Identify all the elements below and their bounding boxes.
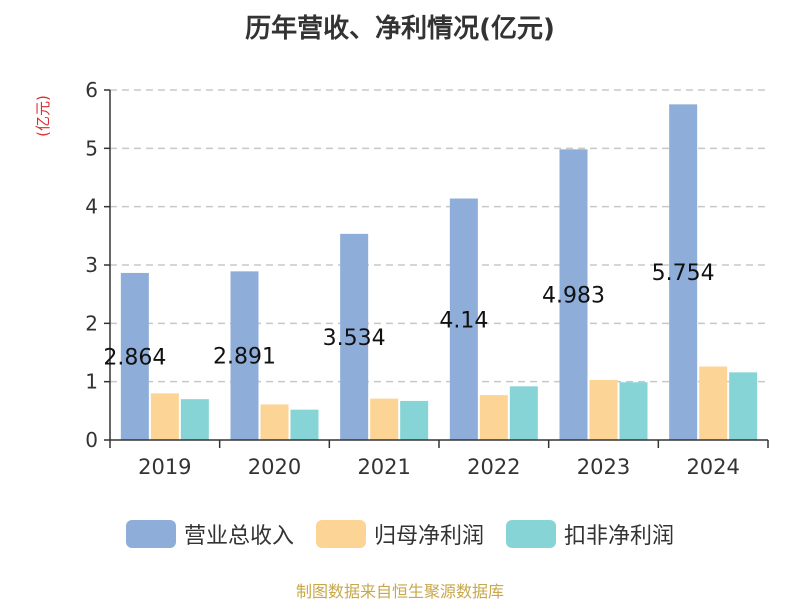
data-label: 3.534 — [323, 326, 386, 351]
y-tick-label: 0 — [85, 428, 98, 452]
bar-2-2021 — [400, 400, 429, 440]
legend-item[interactable]: 扣非净利润 — [506, 518, 674, 550]
bar-marks — [120, 104, 758, 440]
data-label: 5.754 — [652, 261, 715, 286]
grid-lines — [110, 89, 768, 383]
bar-0-2022 — [449, 198, 478, 440]
bar-0-2020 — [230, 271, 259, 440]
y-tick-label: 6 — [85, 78, 98, 102]
legend-swatch — [506, 520, 556, 548]
source-note: 制图数据来自恒生聚源数据库 — [295, 582, 504, 601]
data-label: 2.864 — [103, 345, 166, 370]
bar-2-2019 — [180, 399, 209, 440]
x-tick-label: 2023 — [577, 455, 630, 479]
legend-label: 扣非净利润 — [564, 524, 675, 549]
y-tick-label: 5 — [85, 136, 98, 160]
bar-2-2024 — [729, 372, 758, 440]
x-tick-label: 2024 — [686, 455, 739, 479]
bar-1-2024 — [699, 366, 728, 440]
bar-2-2020 — [290, 409, 319, 440]
chart-title: 历年营收、净利情况(亿元) — [245, 14, 555, 44]
bar-2-2023 — [619, 382, 648, 440]
x-tick-label: 2021 — [357, 455, 410, 479]
legend-item[interactable]: 营业总收入 — [125, 518, 294, 550]
legend-swatch — [125, 520, 176, 548]
y-tick-label: 4 — [85, 195, 98, 219]
axes: 0 1 2 3 4 5 6 2019 2020 2021 2022 2023 2024 — [85, 78, 769, 479]
bar-1-2023 — [589, 379, 618, 440]
data-label: 2.891 — [213, 345, 276, 370]
bar-2-2022 — [509, 386, 538, 440]
data-labels: 2.864 2.891 3.534 4.14 4.983 5.754 — [103, 261, 714, 370]
y-tick-label: 1 — [85, 370, 98, 394]
y-tick-label: 3 — [85, 253, 98, 277]
bar-1-2021 — [370, 398, 399, 440]
y-tick-label: 2 — [85, 311, 98, 335]
x-tick-label: 2022 — [467, 455, 520, 479]
legend-label: 营业总收入 — [183, 524, 294, 549]
y-axis-label: (亿元) — [34, 95, 52, 137]
bar-1-2022 — [479, 395, 508, 440]
x-tick-label: 2019 — [138, 455, 191, 479]
bar-0-2021 — [340, 233, 369, 440]
data-label: 4.983 — [542, 284, 605, 309]
legend-item[interactable]: 归母净利润 — [315, 518, 484, 550]
bar-1-2020 — [260, 404, 289, 440]
x-tick-label: 2020 — [248, 455, 301, 479]
bar-1-2019 — [150, 393, 179, 440]
bar-0-2023 — [559, 149, 588, 440]
legend-swatch — [315, 520, 366, 548]
bar-0-2019 — [120, 272, 149, 440]
data-label: 4.14 — [439, 308, 488, 333]
legend-label: 归母净利润 — [373, 524, 484, 549]
bar-0-2024 — [669, 104, 698, 440]
legend: 营业总收入 归母净利润 扣非净利润 — [0, 518, 800, 550]
